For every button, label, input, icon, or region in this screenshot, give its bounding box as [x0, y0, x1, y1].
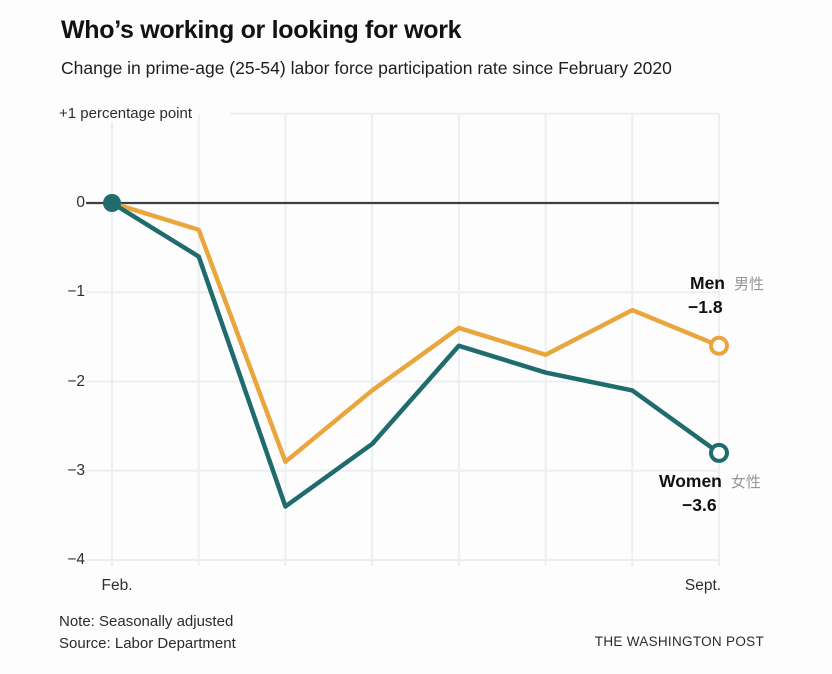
publisher-credit: THE WASHINGTON POST [594, 634, 764, 649]
women-series-name-zh: 女性 [730, 474, 761, 491]
chart-title: Who’s working or looking for work [61, 16, 462, 44]
chart-subtitle: Change in prime-age (25-54) labor force … [61, 58, 672, 78]
y-tick-label: −3 [67, 461, 85, 479]
y-tick-label: −1 [67, 283, 85, 301]
gridlines [86, 112, 720, 566]
series-markers [103, 194, 729, 463]
women-end-marker [709, 442, 729, 463]
x-tick-label: Sept. [684, 577, 722, 594]
men-series-name: Men [690, 273, 725, 293]
men-series-name-zh: 男性 [734, 276, 765, 293]
men-end-value: −1.8 [688, 297, 723, 317]
y-tick-label: 0 [76, 194, 85, 211]
men-line [109, 200, 722, 465]
note-text: Note: Seasonally adjusted [59, 613, 234, 630]
start-point-marker [103, 194, 121, 212]
source-text: Source: Labor Department [59, 635, 236, 652]
series-lines [109, 200, 722, 509]
y-axis-unit-label: +1 percentage point [59, 105, 199, 122]
women-line [109, 200, 722, 509]
y-tick-label: −2 [67, 372, 85, 390]
y-tick-label: −4 [67, 551, 85, 568]
men-series-label: Men 男性 [690, 273, 764, 294]
women-series-label: Women 女性 [659, 471, 761, 492]
women-end-value: −3.6 [682, 495, 717, 515]
men-end-marker [709, 335, 729, 356]
x-tick-label: Feb. [101, 577, 133, 594]
women-series-name: Women [659, 471, 722, 491]
